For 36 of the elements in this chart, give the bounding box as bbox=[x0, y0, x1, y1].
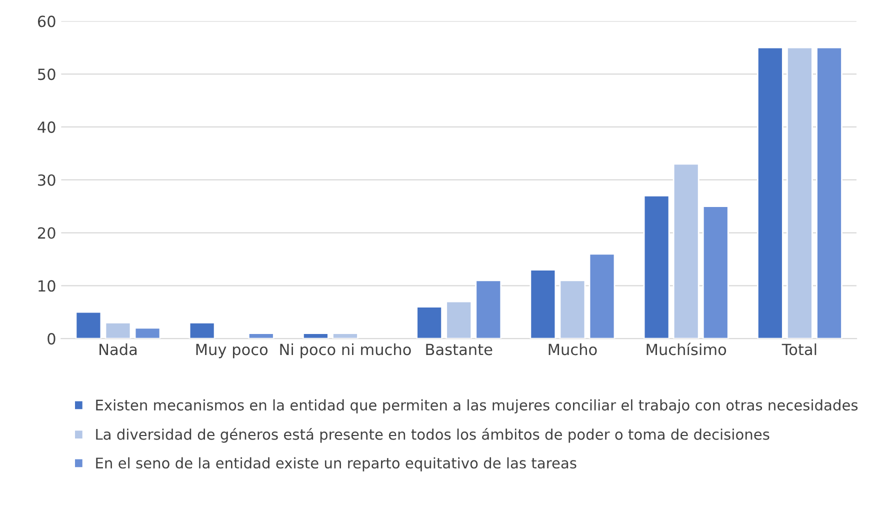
bar bbox=[588, 253, 616, 339]
x-tick-label: Muchísimo bbox=[646, 342, 726, 356]
y-tick-label: 30 bbox=[38, 174, 56, 186]
y-tick-label: 20 bbox=[38, 227, 56, 239]
bar bbox=[672, 163, 700, 339]
bar bbox=[756, 46, 784, 339]
bar bbox=[446, 300, 472, 339]
bar bbox=[104, 322, 132, 339]
bar bbox=[559, 280, 586, 339]
legend-label: La diversidad de géneros está presente en todos los ámbitos de poder o toma de decisiones bbox=[96, 428, 770, 443]
bar bbox=[134, 327, 161, 339]
y-tick-label: 40 bbox=[38, 121, 56, 133]
y-tick-label: 50 bbox=[38, 68, 56, 80]
bar bbox=[416, 306, 442, 339]
bar bbox=[702, 206, 729, 339]
x-tick-label: Ni poco ni mucho bbox=[280, 343, 411, 358]
bar bbox=[816, 46, 842, 339]
bar bbox=[75, 311, 102, 339]
y-tick-label: 0 bbox=[48, 333, 56, 345]
x-tick-label: Bastante bbox=[426, 344, 492, 356]
bar bbox=[188, 322, 216, 339]
bar bbox=[248, 332, 274, 339]
x-tick-label: Total bbox=[782, 343, 816, 356]
x-tick-label: Mucho bbox=[548, 343, 597, 356]
bar bbox=[643, 195, 670, 339]
y-tick-label: 60 bbox=[38, 16, 56, 28]
legend-label: En el seno de la entidad existe un reparto equitativo de las tareas bbox=[96, 457, 576, 472]
legend-label: Existen mecanismos en la entidad que permiten a las mujeres conciliar el trabajo con otras necesidades bbox=[96, 399, 858, 414]
bar bbox=[475, 280, 502, 339]
bar bbox=[530, 269, 556, 339]
bar bbox=[302, 332, 329, 339]
y-tick-label: 10 bbox=[38, 280, 56, 292]
x-tick-label: Nada bbox=[100, 343, 137, 356]
bar bbox=[332, 332, 358, 339]
x-tick-label: Muy poco bbox=[196, 344, 268, 358]
bar bbox=[786, 46, 813, 339]
